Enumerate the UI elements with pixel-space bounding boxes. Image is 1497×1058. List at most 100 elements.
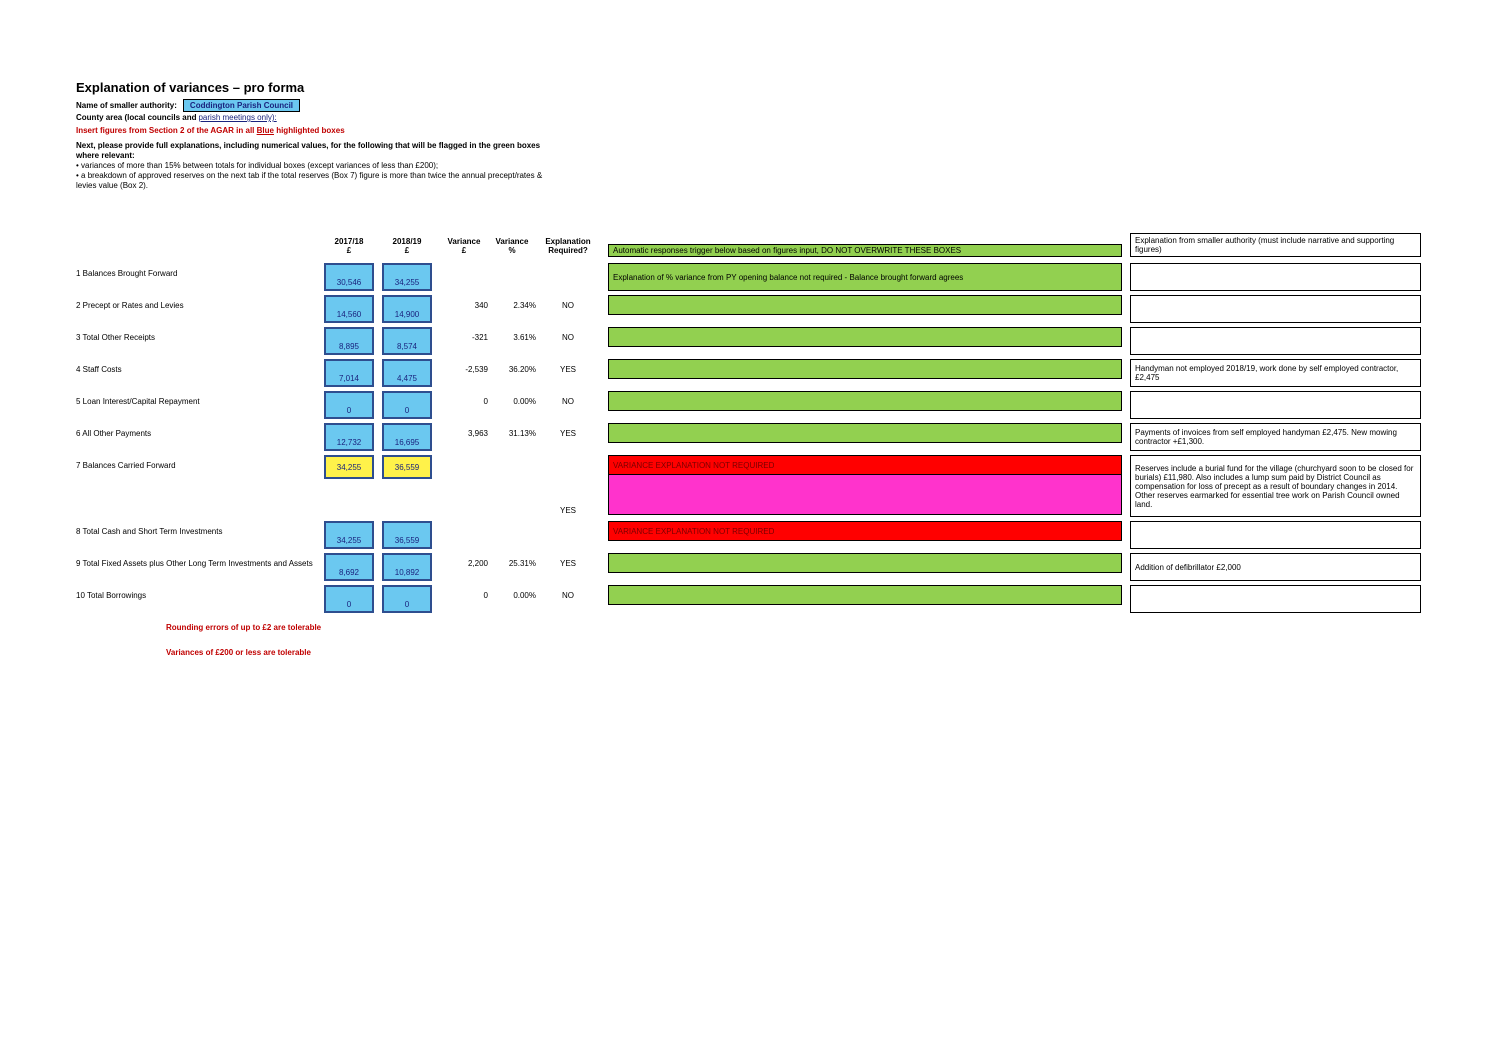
auto-response-cell — [608, 553, 1122, 581]
page-title: Explanation of variances – pro forma — [76, 80, 1421, 95]
y1-cell[interactable]: 8,692 — [324, 553, 374, 581]
pct-cell: 2.34% — [488, 295, 536, 323]
pct-cell — [488, 263, 536, 291]
y2-cell[interactable]: 36,559 — [382, 455, 432, 479]
authority-name-box[interactable]: Coddington Parish Council — [183, 99, 300, 112]
pct-cell: 31.13% — [488, 423, 536, 451]
y2-cell[interactable]: 14,900 — [382, 295, 432, 323]
explanation-cell[interactable]: Addition of defibrillator £2,000 — [1130, 553, 1421, 581]
explanation-cell[interactable] — [1130, 521, 1421, 549]
instr-mid: Blue — [257, 126, 274, 135]
y1-cell[interactable]: 34,255 — [324, 455, 374, 479]
auto-response-cell — [608, 359, 1122, 387]
y2-cell[interactable]: 4,475 — [382, 359, 432, 387]
y2-cell[interactable]: 0 — [382, 391, 432, 419]
table-row: 10 Total Borrowings0000.00%NO — [76, 585, 1421, 613]
col-auto-header: Automatic responses trigger below based … — [608, 244, 1122, 257]
table-row: 8 Total Cash and Short Term Investments3… — [76, 521, 1421, 549]
instructions: Next, please provide full explanations, … — [76, 141, 556, 191]
required-cell: YES — [536, 423, 600, 451]
county-label: County area (local councils and — [76, 113, 196, 122]
variance-cell: 0 — [440, 585, 488, 613]
pct-cell — [488, 521, 536, 549]
col-y2: 2018/19£ — [382, 237, 432, 257]
required-cell: YES — [536, 359, 600, 387]
authority-row: Name of smaller authority: Coddington Pa… — [76, 99, 1421, 112]
auto-response-cell — [608, 295, 1122, 323]
pct-cell: 36.20% — [488, 359, 536, 387]
variance-cell — [440, 455, 488, 517]
col-variance: Variance£ — [440, 231, 488, 257]
explanation-cell[interactable]: Reserves include a burial fund for the v… — [1130, 455, 1421, 517]
required-cell: NO — [536, 327, 600, 355]
explanation-cell[interactable]: Payments of invoices from self employed … — [1130, 423, 1421, 451]
variance-cell: 2,200 — [440, 553, 488, 581]
row-label: 5 Loan Interest/Capital Repayment — [76, 391, 324, 419]
y1-cell[interactable]: 34,255 — [324, 521, 374, 549]
explanation-cell[interactable] — [1130, 295, 1421, 323]
y2-cell[interactable]: 0 — [382, 585, 432, 613]
row-label: 9 Total Fixed Assets plus Other Long Ter… — [76, 553, 324, 581]
authority-label: Name of smaller authority: — [76, 101, 177, 110]
y1-cell[interactable]: 7,014 — [324, 359, 374, 387]
y1-cell[interactable]: 14,560 — [324, 295, 374, 323]
y1-cell[interactable]: 0 — [324, 391, 374, 419]
y1-cell[interactable]: 8,895 — [324, 327, 374, 355]
variance-cell — [440, 521, 488, 549]
y2-cell[interactable]: 36,559 — [382, 521, 432, 549]
meeting-link[interactable]: parish meetings only): — [198, 113, 276, 122]
auto-response-cell: VARIANCE EXPLANATION NOT REQUIRED — [608, 521, 1122, 549]
required-cell: YES — [536, 553, 600, 581]
instr-suf: highlighted boxes — [274, 126, 345, 135]
table-row: 9 Total Fixed Assets plus Other Long Ter… — [76, 553, 1421, 581]
explanation-cell[interactable]: Handyman not employed 2018/19, work done… — [1130, 359, 1421, 387]
variance-cell: -321 — [440, 327, 488, 355]
y1-cell[interactable]: 0 — [324, 585, 374, 613]
y1-cell[interactable]: 12,732 — [324, 423, 374, 451]
footer-note-2: Variances of £200 or less are tolerable — [166, 648, 1421, 657]
auto-response-cell — [608, 391, 1122, 419]
auto-response-cell — [608, 327, 1122, 355]
col-pct: Variance% — [488, 231, 536, 257]
instr-line-1: Next, please provide full explanations, … — [76, 141, 556, 161]
table-row: 4 Staff Costs7,0144,475-2,53936.20%YESHa… — [76, 359, 1421, 387]
y2-cell[interactable]: 34,255 — [382, 263, 432, 291]
y2-cell[interactable]: 10,892 — [382, 553, 432, 581]
table-row: 3 Total Other Receipts8,8958,574-3213.61… — [76, 327, 1421, 355]
instr-line-2: • variances of more than 15% between tot… — [76, 161, 556, 171]
auto-response-cell: VARIANCE EXPLANATION NOT REQUIRED — [608, 455, 1122, 517]
pct-cell — [488, 455, 536, 517]
required-cell: NO — [536, 585, 600, 613]
explanation-cell[interactable] — [1130, 263, 1421, 291]
row-label: 3 Total Other Receipts — [76, 327, 324, 355]
table-row: 2 Precept or Rates and Levies14,56014,90… — [76, 295, 1421, 323]
required-cell — [536, 263, 600, 291]
table-row: 5 Loan Interest/Capital Repayment0000.00… — [76, 391, 1421, 419]
table-row: 1 Balances Brought Forward30,54634,255Ex… — [76, 263, 1421, 291]
instr-pre: Insert figures from Section 2 of the AGA… — [76, 126, 257, 135]
pct-cell: 0.00% — [488, 391, 536, 419]
col-expl-header: Explanation from smaller authority (must… — [1130, 233, 1421, 257]
explanation-cell[interactable] — [1130, 585, 1421, 613]
y2-cell[interactable]: 16,695 — [382, 423, 432, 451]
y2-cell[interactable]: 8,574 — [382, 327, 432, 355]
pct-cell: 25.31% — [488, 553, 536, 581]
instr-line-3: • a breakdown of approved reserves on th… — [76, 171, 556, 191]
col-required: Explanation Required? — [536, 231, 600, 257]
auto-response-cell — [608, 423, 1122, 451]
county-row: County area (local councils and parish m… — [76, 113, 1421, 122]
variance-cell: 0 — [440, 391, 488, 419]
required-cell: NO — [536, 391, 600, 419]
pct-cell: 0.00% — [488, 585, 536, 613]
auto-response-cell — [608, 585, 1122, 613]
required-cell: YES — [536, 455, 600, 517]
y1-cell[interactable]: 30,546 — [324, 263, 374, 291]
explanation-cell[interactable] — [1130, 327, 1421, 355]
variance-cell: 340 — [440, 295, 488, 323]
footer-note-1: Rounding errors of up to £2 are tolerabl… — [166, 623, 1421, 632]
row-label: 6 All Other Payments — [76, 423, 324, 451]
row-label: 7 Balances Carried Forward — [76, 455, 324, 517]
row-label: 10 Total Borrowings — [76, 585, 324, 613]
explanation-cell[interactable] — [1130, 391, 1421, 419]
table-row: 7 Balances Carried Forward34,255 36,559 YE… — [76, 455, 1421, 517]
